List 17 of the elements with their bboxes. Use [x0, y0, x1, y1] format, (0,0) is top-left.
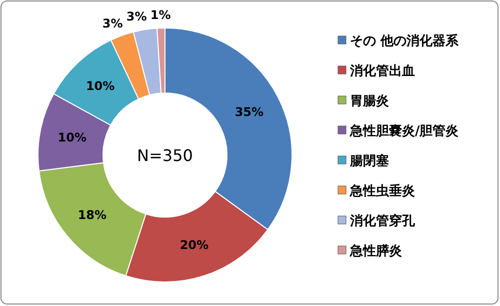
data-label: 10% — [86, 79, 115, 94]
data-label: 35% — [234, 105, 264, 120]
legend-label: 胃腸炎 — [350, 94, 389, 109]
data-label: 10% — [58, 130, 87, 144]
data-label: 18% — [78, 208, 107, 222]
legend-label: 急性胆嚢炎/胆管炎 — [349, 124, 459, 139]
data-label: 3% — [102, 16, 123, 30]
legend-label: その 他の消化器系 — [350, 33, 460, 49]
data-label: 20% — [180, 238, 209, 252]
legend-label: 急性虫垂炎 — [349, 183, 415, 199]
data-label: 1% — [150, 8, 171, 22]
data-label: 3% — [126, 10, 147, 24]
legend-label: 消化管穿孔 — [349, 213, 416, 229]
legend-label: 急性膵炎 — [349, 244, 402, 259]
legend-label: 腸閉塞 — [349, 153, 389, 169]
legend-label: 消化管出血 — [349, 64, 415, 79]
text: N=350 — [137, 146, 193, 165]
